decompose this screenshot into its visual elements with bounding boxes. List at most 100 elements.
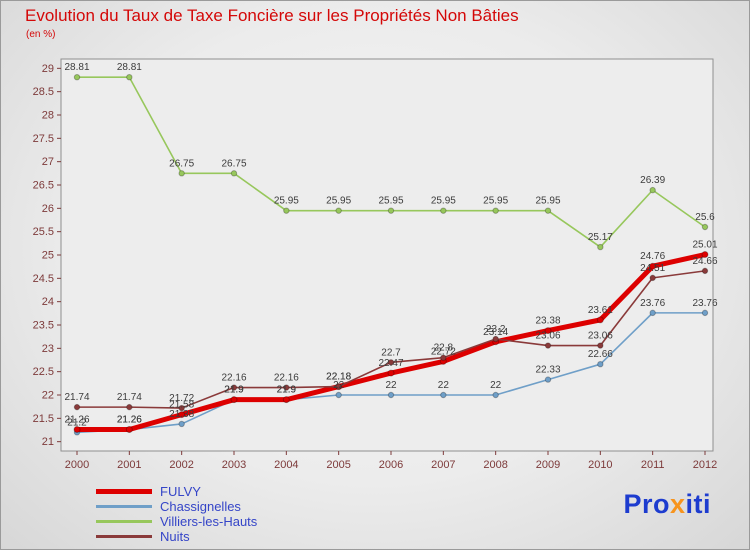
- data-point: [649, 309, 656, 317]
- data-label: 22: [490, 380, 502, 391]
- logo-part-pro: Pro: [623, 489, 670, 519]
- data-label: 21.74: [117, 392, 142, 403]
- data-label: 25.17: [588, 232, 613, 243]
- x-tick-label: 2002: [169, 459, 193, 471]
- x-tick-label: 2005: [326, 459, 350, 471]
- legend-swatch-villiers-les-hauts: [96, 520, 152, 523]
- y-tick-label: 23.5: [33, 320, 54, 332]
- data-point: [596, 316, 604, 324]
- legend-label: Nuits: [160, 528, 190, 544]
- proxiti-logo: Proxiti: [623, 489, 711, 520]
- data-label: 25.95: [378, 196, 403, 207]
- data-label: 21.26: [64, 415, 89, 426]
- data-label: 23.61: [588, 305, 613, 316]
- data-label: 21.9: [224, 385, 244, 396]
- legend-swatch-fulvy: [96, 489, 152, 494]
- data-label: 25.95: [483, 196, 508, 207]
- data-label: 23.14: [483, 327, 508, 338]
- legend-item-chassignelles: Chassignelles: [96, 499, 257, 514]
- data-label: 26.75: [169, 158, 194, 169]
- data-label: 21.26: [117, 415, 142, 426]
- data-label: 25.95: [274, 196, 299, 207]
- legend-item-nuits: Nuits: [96, 529, 257, 544]
- data-point: [230, 384, 238, 391]
- data-label: 22: [438, 380, 450, 391]
- data-point: [492, 335, 499, 343]
- y-tick-label: 26: [42, 203, 54, 215]
- data-label: 21.9: [277, 385, 297, 396]
- legend-item-fulvy: FULVY: [96, 484, 257, 499]
- data-point: [649, 186, 656, 194]
- legend-label: Chassignelles: [160, 498, 241, 514]
- plot-area: [60, 58, 714, 452]
- data-label: 26.75: [221, 158, 246, 169]
- data-point: [335, 391, 342, 399]
- data-point: [387, 369, 395, 377]
- data-point: [73, 403, 81, 411]
- data-point: [126, 403, 133, 411]
- data-label: 23.2: [486, 324, 506, 335]
- data-point: [597, 361, 604, 368]
- data-point: [125, 426, 133, 434]
- data-point: [283, 384, 290, 391]
- data-point: [544, 342, 552, 349]
- data-label: 21.74: [64, 392, 89, 403]
- data-label: 22.18: [326, 372, 351, 383]
- data-point: [440, 354, 447, 361]
- y-tick-label: 22: [42, 390, 54, 402]
- data-label: 22: [385, 380, 397, 391]
- data-point: [544, 207, 552, 214]
- page-title: Evolution du Taux de Taxe Foncière sur l…: [25, 6, 519, 25]
- x-tick-label: 2006: [379, 459, 403, 471]
- data-label: 23.76: [640, 298, 665, 309]
- data-label: 22.16: [221, 373, 246, 384]
- y-tick-label: 23: [42, 343, 54, 355]
- x-tick-label: 2009: [536, 459, 560, 471]
- legend-swatch-chassignelles: [96, 505, 152, 508]
- data-label: 22.72: [431, 346, 456, 357]
- data-point: [387, 359, 395, 366]
- legend-label: FULVY: [160, 483, 201, 499]
- y-tick-label: 26.5: [33, 180, 54, 192]
- data-label: 25.95: [431, 196, 456, 207]
- y-tick-label: 27.5: [33, 133, 54, 145]
- data-label: 28.81: [64, 62, 89, 73]
- data-point: [178, 411, 186, 419]
- data-label: 22: [333, 380, 345, 391]
- legend-item-villiers-les-hauts: Villiers-les-Hauts: [96, 514, 257, 529]
- x-tick-label: 2000: [65, 459, 89, 471]
- data-point: [649, 262, 657, 270]
- data-point: [335, 383, 342, 390]
- data-label: 21.9: [224, 385, 244, 396]
- data-point: [73, 74, 81, 81]
- legend: FULVY Chassignelles Villiers-les-Hauts N…: [96, 484, 257, 544]
- data-label: 22.47: [378, 358, 403, 369]
- data-point: [701, 309, 709, 317]
- data-point: [178, 420, 185, 428]
- data-label: 23.38: [535, 316, 560, 327]
- data-label: 24.66: [692, 256, 717, 267]
- x-tick-label: 2001: [117, 459, 141, 471]
- data-point: [597, 342, 604, 349]
- data-label: 21.72: [169, 393, 194, 404]
- data-point: [701, 267, 709, 275]
- data-point: [492, 207, 499, 214]
- data-point: [492, 391, 499, 399]
- data-label: 25.01: [692, 240, 717, 251]
- data-point: [282, 396, 290, 404]
- data-label: 22.7: [381, 347, 401, 358]
- y-tick-label: 21: [42, 436, 54, 448]
- data-label: 21.38: [169, 409, 194, 420]
- data-label: 26.39: [640, 175, 665, 186]
- data-point: [387, 207, 395, 214]
- data-label: 23.76: [692, 298, 717, 309]
- x-tick-label: 2003: [222, 459, 246, 471]
- y-tick-label: 28.5: [33, 86, 54, 98]
- y-tick-label: 25.5: [33, 226, 54, 238]
- data-label: 25.95: [326, 196, 351, 207]
- x-tick-label: 2007: [431, 459, 455, 471]
- x-tick-label: 2008: [483, 459, 507, 471]
- y-tick-label: 27: [42, 156, 54, 168]
- y-tick-label: 25: [42, 250, 54, 262]
